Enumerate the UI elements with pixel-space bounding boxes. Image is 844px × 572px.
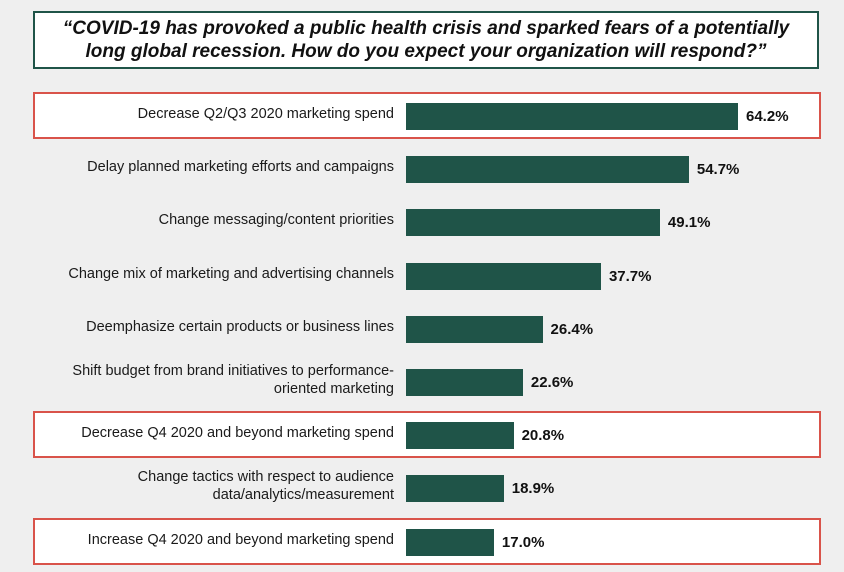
value-label: 64.2% [746,108,789,125]
value-label: 18.9% [511,480,555,498]
bar [406,262,601,290]
category-label-line: oriented marketing [273,381,394,397]
bar [406,369,523,396]
bar [406,209,660,237]
category-label-line: Shift budget from brand initiatives to p… [72,363,394,379]
category-label: Deemphasize certain products or business… [14,307,394,347]
bar [406,528,494,556]
bar [406,315,543,343]
value-label: 22.6% [530,374,574,391]
category-label-line: Change tactics with respect to audience [137,469,394,486]
category-label-line: Change mix of marketing and advertising … [68,265,394,282]
category-label: Decrease Q2/Q3 2020 marketing spend [14,94,394,134]
category-label: Decrease Q4 2020 and beyond marketing sp… [14,413,394,453]
bar [406,156,689,184]
bar [406,103,738,130]
value-label: 49.1% [667,214,711,232]
value-label: 37.7% [608,267,652,285]
bar [406,475,504,503]
value-label: 54.7% [696,161,740,179]
category-label-line: Increase Q4 2020 and beyond marketing sp… [87,531,394,548]
category-label: Change messaging/content priorities [14,200,394,240]
category-label: Change tactics with respect to audience d… [14,466,394,506]
chart-title: “COVID-19 has provoked a public health c… [33,11,819,69]
category-label-line: data/analytics/measurement [212,487,394,504]
category-label: Shift budget from brand initiatives to p… [14,360,394,400]
category-label: Increase Q4 2020 and beyond marketing sp… [14,520,394,560]
category-label-line: Deemphasize certain products or business… [86,318,394,335]
category-label-line: Decrease Q4 2020 and beyond marketing sp… [81,425,394,442]
category-label-line: Change messaging/content priorities [158,212,394,229]
category-label: Delay planned marketing efforts and camp… [14,147,394,187]
category-label-line: Decrease Q2/Q3 2020 marketing spend [137,106,394,122]
category-label-line: Delay planned marketing efforts and camp… [87,159,394,176]
bar [406,422,514,450]
value-label: 26.4% [550,320,594,338]
value-label: 17.0% [501,533,545,551]
category-label: Change mix of marketing and advertising … [14,254,394,294]
value-label: 20.8% [521,427,565,445]
